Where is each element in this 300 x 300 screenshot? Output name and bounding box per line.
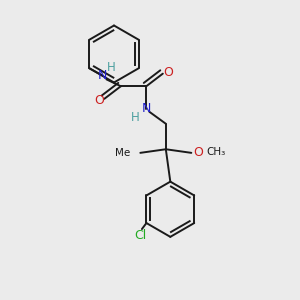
Text: N: N bbox=[98, 69, 107, 82]
Text: Me: Me bbox=[116, 148, 131, 158]
Text: CH₃: CH₃ bbox=[206, 147, 226, 157]
Text: O: O bbox=[163, 66, 173, 79]
Text: N: N bbox=[142, 102, 151, 115]
Text: H: H bbox=[130, 111, 139, 124]
Text: Cl: Cl bbox=[134, 229, 146, 242]
Text: O: O bbox=[194, 146, 204, 159]
Text: O: O bbox=[94, 94, 104, 107]
Text: H: H bbox=[107, 61, 116, 74]
